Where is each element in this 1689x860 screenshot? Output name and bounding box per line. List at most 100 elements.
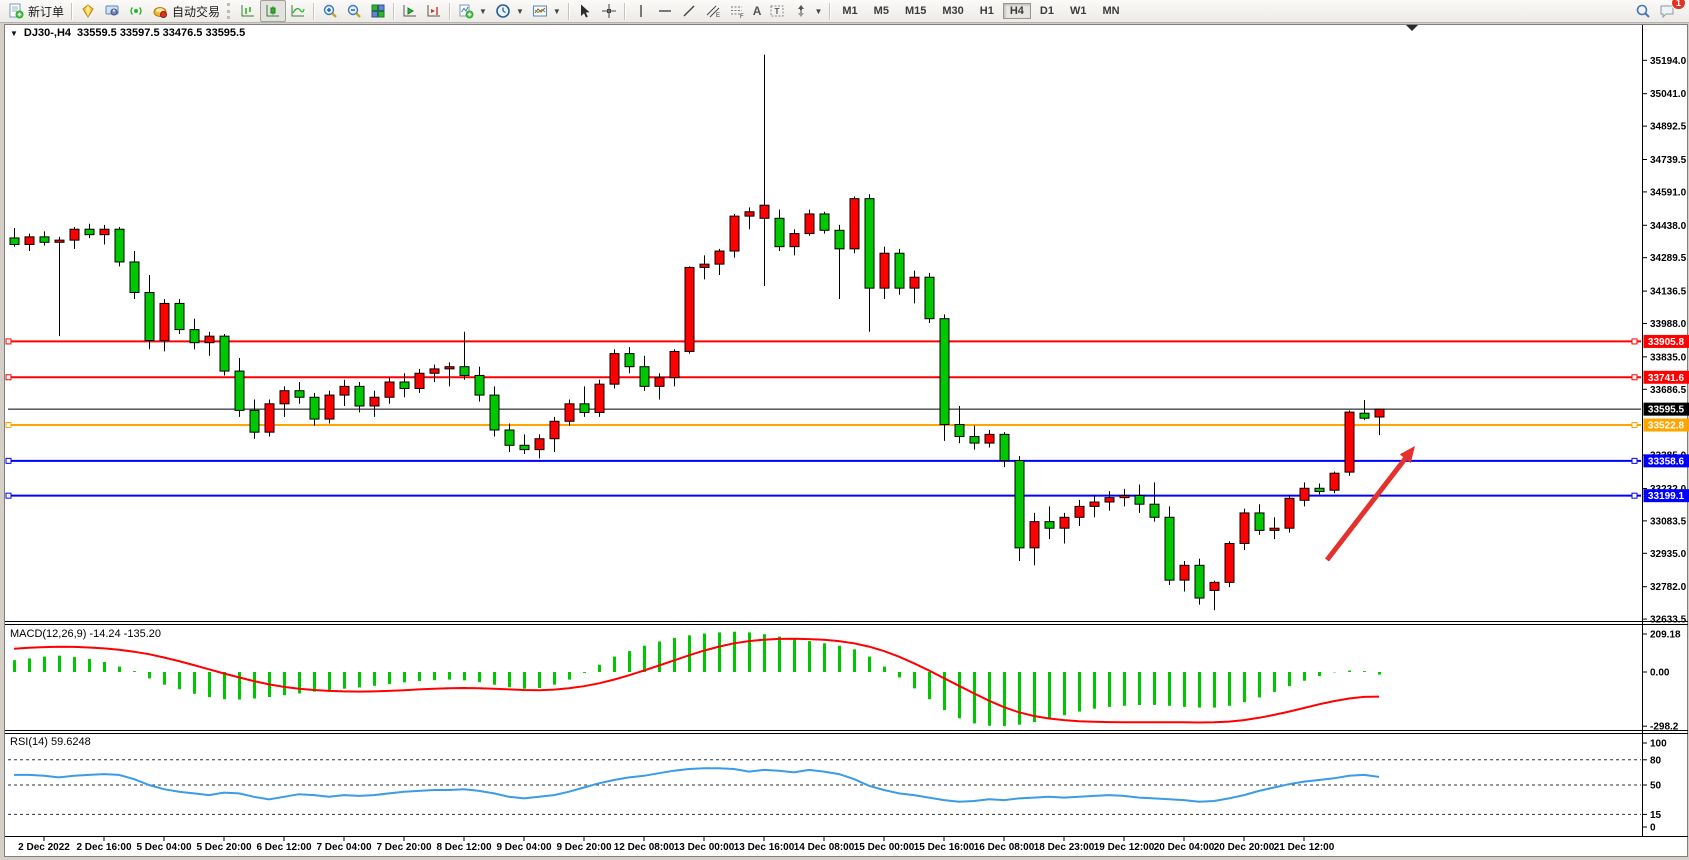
text-tool-button[interactable]: A [752,4,762,18]
line-anchor-marker[interactable] [5,374,12,381]
tile-windows-icon [371,4,385,18]
line-anchor-marker[interactable] [5,457,12,464]
time-tick-label: 14 Dec 08:00 [794,842,855,853]
arrow-objects-icon [798,5,805,17]
candle-body [264,403,275,433]
crosshair-tool-button[interactable] [597,1,621,21]
candle-body [594,383,605,414]
line-anchor-marker[interactable] [5,338,12,345]
axis-price-flag [1643,454,1689,468]
metaeditor-button[interactable] [76,1,100,21]
price-tick-label: 32935.0 [1650,549,1687,560]
candle-body [219,335,230,372]
zoom-out-button[interactable] [342,1,366,21]
candle-body [1209,581,1220,591]
search-button[interactable] [1631,1,1655,21]
candle-body [1134,494,1145,505]
trendline-tool-button[interactable] [677,1,701,21]
timeframe-bar: M1 M5 M15 M30 H1 H4 D1 W1 MN [834,3,1127,19]
periods-button[interactable]: ▼ [491,1,528,21]
macd-signal-line [13,637,1380,724]
candle-body [819,213,830,231]
auto-scroll-button[interactable] [398,1,422,21]
time-tick-label: 2 Dec 2022 [18,842,70,853]
candle-body [999,433,1010,462]
hline-tool-button[interactable] [653,1,677,21]
chart-bars-button[interactable] [236,1,260,21]
chart-title: ▼ DJ30-,H4 33559.5 33597.5 33476.5 33595… [10,27,245,39]
arrows-tool-button[interactable]: ▼ [789,1,826,21]
strategy-tester-button[interactable] [100,1,124,21]
candle-body [744,211,755,217]
cursor-icon [580,4,590,18]
rsi-indicator-label: RSI(14) 59.6248 [10,736,91,748]
candle-body [774,217,785,248]
candle-body [1089,501,1100,507]
candlestick-chart-icon [266,5,280,17]
line-anchor-marker[interactable] [1631,457,1638,464]
toolbar-separator [829,2,832,20]
chart-shift-button[interactable] [422,1,446,21]
scroll-position-marker[interactable] [1406,25,1418,31]
templates-button[interactable]: ▼ [528,1,565,21]
candle-body [369,396,380,407]
timeframe-button-m30[interactable]: M30 [942,5,964,17]
candle-body [429,368,440,374]
line-anchor-marker[interactable] [1631,492,1638,499]
trend-arrow-annotation[interactable] [1325,453,1410,562]
line-anchor-marker[interactable] [1631,374,1638,381]
rsi-tick-label: 15 [1650,810,1662,821]
toolbar-separator [567,2,570,20]
candle-body [69,228,80,241]
timeframe-button-mn[interactable]: MN [1102,5,1120,17]
chevron-down-icon: ▼ [552,6,561,16]
axis-price-flag-label: 33905.8 [1648,337,1685,348]
autotrading-label: 自动交易 [172,4,221,19]
line-anchor-marker[interactable] [1631,338,1638,345]
candle-body [204,335,215,344]
zoom-in-button[interactable] [318,1,342,21]
one-click-trading-toggle[interactable]: ▼ [10,28,18,38]
time-tick-label: 16 Dec 08:00 [974,842,1035,853]
timeframe-button-h4[interactable]: H4 [1002,3,1031,19]
candle-body [1074,505,1085,518]
timeframe-button-m15[interactable]: M15 [904,5,927,17]
template-icon [532,5,547,17]
line-anchor-marker[interactable] [5,422,12,429]
candle-body [1284,497,1295,529]
candle-body [1029,521,1040,549]
fibonacci-tool-button[interactable]: F [725,1,749,21]
new-order-button[interactable]: 新订单 [4,1,68,21]
candle-body [414,372,425,390]
timeframe-button-h1[interactable]: H1 [979,5,994,17]
new-order-label: 新订单 [28,4,65,19]
text-label-tool-button[interactable]: T [765,1,789,21]
cursor-tool-button[interactable] [573,1,597,21]
chart-candles-button[interactable] [260,0,287,22]
timeframe-button-m1[interactable]: M1 [842,5,858,17]
symbol-period-label: DJ30-,H4 [23,27,71,39]
candle-body [489,394,500,431]
indicators-button[interactable]: ▼ [454,1,491,21]
notifications-button[interactable]: 1 [1655,0,1686,21]
candle-body [564,403,575,422]
signals-button[interactable] [124,1,148,21]
candle-body [189,329,200,344]
line-anchor-marker[interactable] [5,492,12,499]
chart-line-button[interactable] [286,1,310,21]
timeframe-button-w1[interactable]: W1 [1069,5,1087,17]
vline-tool-button[interactable] [629,1,653,21]
time-tick-label: 12 Dec 08:00 [614,842,675,853]
candle-body [1014,460,1025,549]
time-tick-label: 5 Dec 04:00 [136,842,191,853]
line-anchor-marker[interactable] [1631,422,1638,429]
timeframe-button-d1[interactable]: D1 [1039,5,1054,17]
tile-windows-button[interactable] [366,1,390,21]
timeframe-button-m5[interactable]: M5 [873,5,889,17]
candle-body [84,228,95,236]
autotrading-button[interactable]: 自动交易 [148,1,224,21]
candle-body [909,276,920,289]
channel-tool-button[interactable]: E [701,1,725,21]
toolbar-grip [227,3,233,19]
